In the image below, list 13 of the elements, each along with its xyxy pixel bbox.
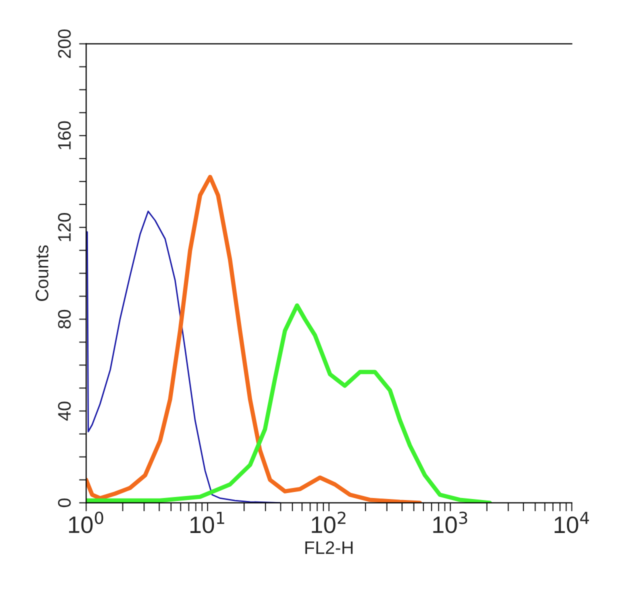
y-tick-label: 80 (58, 310, 71, 328)
x-tick-label: 10$^{2}$ (312, 512, 346, 534)
y-tick-label: 40 (58, 402, 71, 421)
x-tick-label: 10$^{1}$ (190, 512, 224, 534)
y-tick-label: 200 (58, 29, 71, 58)
x-tick-label: 10$^{3}$ (433, 512, 468, 534)
x-tick-label: 10$^{0}$ (69, 512, 104, 534)
y-tick-label: 120 (58, 213, 71, 242)
x-tick-label: 10$^{4}$ (554, 512, 589, 534)
y-tick-label: 160 (58, 121, 71, 150)
y-tick-label: 0 (58, 498, 71, 508)
y-axis-title: Counts (36, 245, 48, 301)
x-axis-title: FL2-H (305, 541, 353, 554)
